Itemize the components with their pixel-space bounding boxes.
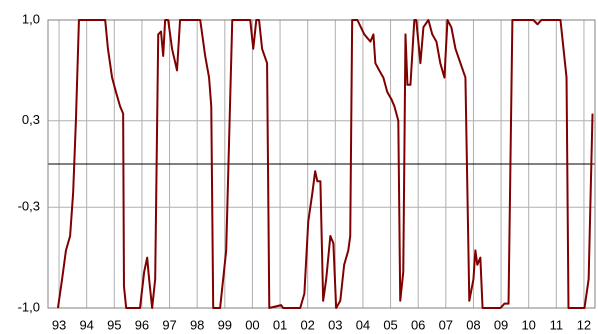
x-tick-label: 12 bbox=[577, 317, 591, 332]
x-tick-label: 95 bbox=[107, 317, 121, 332]
x-tick-label: 08 bbox=[466, 317, 480, 332]
x-tick-label: 03 bbox=[328, 317, 342, 332]
x-tick-label: 05 bbox=[383, 317, 397, 332]
y-tick-label: -1,0 bbox=[18, 299, 40, 314]
x-tick-label: 02 bbox=[300, 317, 314, 332]
plot-frame bbox=[47, 19, 596, 309]
x-tick-label: 04 bbox=[356, 317, 370, 332]
x-tick-label: 01 bbox=[273, 317, 287, 332]
x-tick-label: 96 bbox=[135, 317, 149, 332]
x-tick-label: 98 bbox=[190, 317, 204, 332]
x-tick-label: 09 bbox=[494, 317, 508, 332]
y-tick-label: 0,3 bbox=[22, 112, 40, 127]
y-tick-label: -0,3 bbox=[18, 199, 40, 214]
x-tick-label: 99 bbox=[218, 317, 232, 332]
data-line bbox=[56, 19, 594, 309]
x-tick-label: 94 bbox=[79, 317, 93, 332]
x-tick-label: 11 bbox=[550, 317, 564, 332]
y-tick-label: 1,0 bbox=[22, 11, 40, 26]
x-tick-label: 06 bbox=[411, 317, 425, 332]
x-tick-label: 10 bbox=[521, 317, 535, 332]
x-tick-label: 97 bbox=[162, 317, 176, 332]
x-tick-label: 93 bbox=[52, 317, 66, 332]
x-tick-label: 00 bbox=[245, 317, 259, 332]
x-tick-label: 07 bbox=[439, 317, 453, 332]
